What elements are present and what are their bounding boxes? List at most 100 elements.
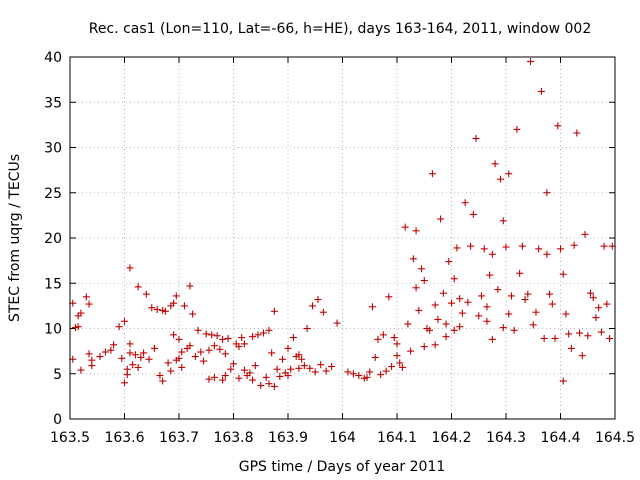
data-point xyxy=(254,331,262,339)
data-point xyxy=(581,230,589,238)
data-point xyxy=(600,242,608,250)
data-point xyxy=(505,310,513,318)
x-tick-label: 164.3 xyxy=(486,430,526,446)
data-point xyxy=(592,314,600,322)
data-point xyxy=(595,304,603,312)
data-point xyxy=(507,292,515,300)
plot-frame xyxy=(69,56,616,420)
data-point xyxy=(450,275,458,283)
data-point xyxy=(164,359,172,367)
data-point xyxy=(366,368,374,376)
data-point xyxy=(472,134,480,142)
data-point xyxy=(513,125,521,133)
data-point xyxy=(270,382,278,390)
data-point xyxy=(311,368,319,376)
data-point xyxy=(488,250,496,258)
y-tick-label: 25 xyxy=(44,186,62,202)
data-point xyxy=(298,355,306,363)
data-point xyxy=(546,290,554,298)
data-point xyxy=(235,374,243,382)
data-point xyxy=(510,326,518,334)
data-point xyxy=(273,365,281,373)
data-point xyxy=(576,329,584,337)
data-point xyxy=(483,317,491,325)
x-axis-label: GPS time / Days of year 2011 xyxy=(239,459,446,475)
data-point xyxy=(205,346,213,354)
data-point xyxy=(121,379,128,387)
data-point xyxy=(276,372,284,380)
data-point xyxy=(322,367,330,375)
data-point xyxy=(178,348,186,356)
grid xyxy=(70,57,615,419)
data-point xyxy=(265,326,273,334)
x-tick-label: 164.5 xyxy=(595,430,635,446)
data-point xyxy=(535,245,543,253)
data-point xyxy=(505,170,513,178)
data-point xyxy=(458,309,466,317)
data-point xyxy=(148,304,156,312)
data-point xyxy=(401,223,409,231)
data-point xyxy=(300,362,308,370)
data-point xyxy=(562,310,570,318)
data-point xyxy=(371,353,379,361)
data-point xyxy=(603,300,611,308)
data-point xyxy=(379,331,387,339)
data-point xyxy=(167,367,175,375)
data-point xyxy=(475,312,483,320)
data-point xyxy=(570,241,578,249)
data-point xyxy=(270,307,278,315)
data-point xyxy=(527,58,535,66)
data-point xyxy=(584,332,592,340)
data-point xyxy=(469,210,477,218)
y-axis-ticks: 0 5 10 15 20 25 30 35 40 xyxy=(44,50,615,428)
data-point xyxy=(516,269,524,277)
data-point xyxy=(521,296,529,304)
data-point xyxy=(494,286,502,294)
data-point xyxy=(279,355,287,363)
data-point xyxy=(161,307,169,315)
data-point xyxy=(407,347,415,355)
data-point xyxy=(491,160,499,168)
data-point xyxy=(412,284,420,292)
data-point xyxy=(295,364,303,372)
data-point xyxy=(82,293,90,301)
data-point xyxy=(497,175,505,183)
data-point xyxy=(344,368,352,376)
data-point xyxy=(210,373,218,381)
data-point xyxy=(230,360,237,368)
data-point xyxy=(142,290,150,298)
data-point xyxy=(388,363,396,371)
data-point xyxy=(461,199,469,207)
x-tick-label: 163.8 xyxy=(213,430,253,446)
y-axis-label: STEC from uqrg / TECUs xyxy=(7,154,23,322)
data-point xyxy=(486,271,494,279)
data-point xyxy=(434,315,442,323)
data-point xyxy=(131,351,139,359)
data-point xyxy=(172,292,180,300)
y-tick-label: 10 xyxy=(44,322,62,338)
data-point xyxy=(597,328,605,336)
data-point xyxy=(240,366,248,374)
data-point xyxy=(456,323,464,331)
y-tick-label: 5 xyxy=(53,367,62,383)
data-point xyxy=(126,340,134,348)
data-point xyxy=(349,370,357,378)
data-point xyxy=(249,376,257,384)
data-point xyxy=(170,299,178,307)
data-point xyxy=(197,348,205,356)
data-points xyxy=(69,58,616,390)
data-point xyxy=(289,334,297,342)
data-point xyxy=(159,377,167,385)
data-point xyxy=(499,324,507,332)
data-point xyxy=(393,340,401,348)
data-point xyxy=(110,341,118,349)
data-point xyxy=(137,353,145,361)
data-point xyxy=(200,357,208,365)
data-point xyxy=(382,367,390,375)
data-point xyxy=(257,382,265,390)
data-point xyxy=(532,308,540,316)
data-point xyxy=(194,326,202,334)
data-point xyxy=(445,258,453,266)
data-point xyxy=(126,349,134,357)
data-point xyxy=(548,300,556,308)
